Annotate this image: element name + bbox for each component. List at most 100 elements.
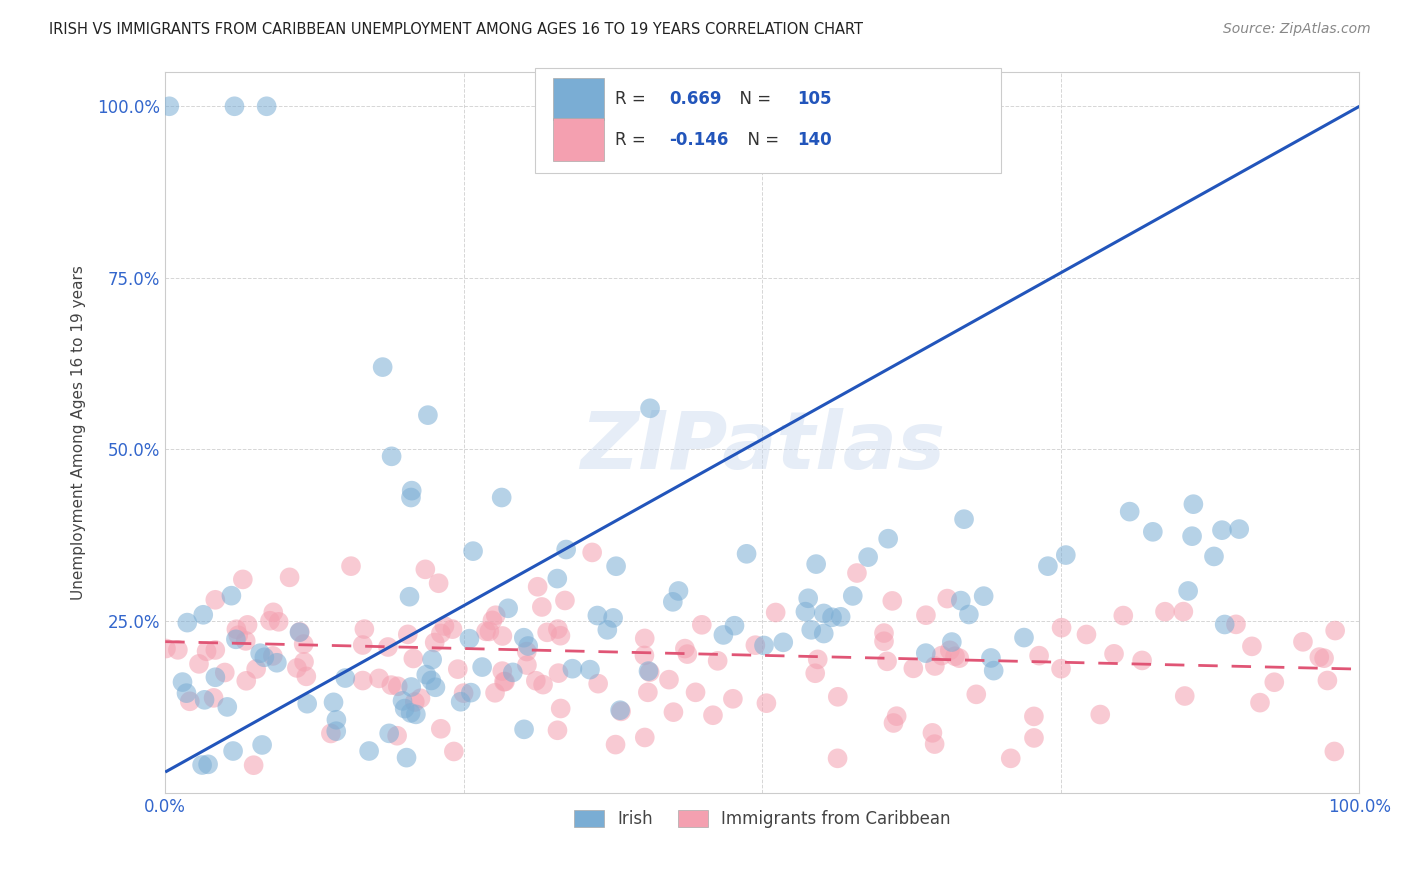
Point xyxy=(492,674,515,689)
Point xyxy=(1142,524,1164,539)
Point xyxy=(886,709,908,723)
Point xyxy=(235,673,257,688)
Text: 105: 105 xyxy=(797,90,831,108)
Point xyxy=(948,651,970,665)
Point xyxy=(353,622,375,636)
Point xyxy=(794,605,817,619)
Point xyxy=(420,652,443,666)
Point xyxy=(166,643,188,657)
Point xyxy=(586,608,609,623)
Point xyxy=(513,723,536,737)
Point xyxy=(903,661,925,675)
Point xyxy=(236,618,259,632)
Point xyxy=(765,606,787,620)
Point xyxy=(873,634,896,648)
Point xyxy=(936,591,959,606)
Point xyxy=(359,744,381,758)
Point xyxy=(371,360,394,375)
Point xyxy=(973,589,995,603)
Text: ZIPatlas: ZIPatlas xyxy=(579,408,945,486)
Point xyxy=(278,570,301,584)
Point xyxy=(242,758,264,772)
Point xyxy=(550,701,572,715)
FancyBboxPatch shape xyxy=(554,119,603,161)
Point xyxy=(176,615,198,630)
Point xyxy=(430,722,453,736)
Point xyxy=(673,641,696,656)
Point xyxy=(420,673,443,688)
Point xyxy=(262,605,284,619)
Point xyxy=(195,644,218,658)
Point xyxy=(471,660,494,674)
Point xyxy=(405,707,427,722)
Point xyxy=(188,657,211,671)
Point xyxy=(586,676,609,690)
Point xyxy=(502,665,524,680)
Point xyxy=(256,99,278,113)
Point xyxy=(668,584,690,599)
Point xyxy=(368,672,391,686)
Point xyxy=(381,450,404,464)
Point xyxy=(157,99,180,113)
Point xyxy=(423,635,446,649)
Point xyxy=(475,624,498,639)
Point xyxy=(217,700,239,714)
Point xyxy=(526,580,548,594)
Point xyxy=(1213,617,1236,632)
Point xyxy=(581,545,603,559)
Point xyxy=(924,659,946,673)
Point xyxy=(939,643,962,657)
Point xyxy=(1118,505,1140,519)
Point xyxy=(245,662,267,676)
Point xyxy=(842,589,865,603)
Point xyxy=(226,628,249,642)
Point xyxy=(288,624,311,639)
Point xyxy=(1102,647,1125,661)
Point xyxy=(443,744,465,758)
Point xyxy=(295,697,318,711)
Point xyxy=(755,696,778,710)
Point xyxy=(378,726,401,740)
Point xyxy=(983,664,1005,678)
Point xyxy=(547,666,569,681)
Point xyxy=(943,649,966,664)
Point xyxy=(804,666,827,681)
Point xyxy=(292,637,315,651)
Point xyxy=(402,651,425,665)
Point xyxy=(1227,522,1250,536)
Point xyxy=(325,713,347,727)
Point xyxy=(415,562,437,576)
Point xyxy=(1173,605,1195,619)
Point xyxy=(723,618,745,632)
Point xyxy=(433,619,456,633)
Point xyxy=(427,576,450,591)
Point xyxy=(352,638,374,652)
Point xyxy=(634,632,657,646)
Point xyxy=(1090,707,1112,722)
Point xyxy=(1054,548,1077,562)
Point xyxy=(249,646,271,660)
Point xyxy=(1000,751,1022,765)
Point xyxy=(807,652,830,666)
Point xyxy=(546,572,568,586)
Point xyxy=(605,559,627,574)
Point xyxy=(638,401,661,416)
Point xyxy=(1174,689,1197,703)
Point xyxy=(752,639,775,653)
Point xyxy=(638,665,661,679)
Point xyxy=(772,635,794,649)
Point xyxy=(172,675,194,690)
Point xyxy=(441,622,464,636)
Point xyxy=(1022,709,1045,723)
Point xyxy=(1313,651,1336,665)
Point xyxy=(516,644,538,658)
Point xyxy=(409,691,432,706)
Point xyxy=(235,634,257,648)
Point xyxy=(202,690,225,705)
Point xyxy=(596,623,619,637)
Text: N =: N = xyxy=(728,90,776,108)
Point xyxy=(685,685,707,699)
Point xyxy=(524,673,547,688)
Point xyxy=(391,694,413,708)
Point xyxy=(232,573,254,587)
